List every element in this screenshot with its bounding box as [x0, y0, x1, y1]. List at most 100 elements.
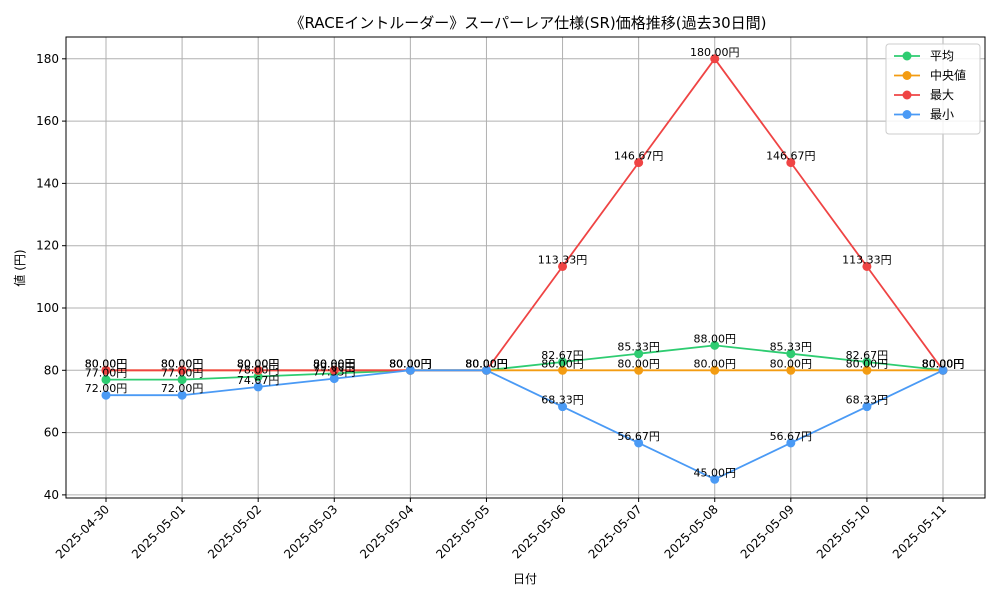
data-label: 80.00円: [465, 357, 508, 370]
data-point: [101, 365, 111, 375]
data-labels: 77.00円 77.00円 78.00円 79.00円 80.00円 80.00円82.6…: [85, 46, 965, 480]
data-point: [634, 438, 644, 448]
data-point: [862, 402, 872, 412]
data-label: 80.00円: [465, 357, 508, 370]
data-label: 80.00円: [541, 357, 584, 370]
y-tick-label: 100: [36, 301, 59, 315]
data-label: 77.33円: [313, 366, 356, 379]
data-label: 80.00円: [237, 357, 280, 370]
x-tick-label: 2025-05-04: [357, 502, 416, 561]
data-label: 74.67円: [237, 374, 280, 387]
data-point: [710, 474, 720, 484]
data-label: 85.33円: [770, 341, 813, 354]
data-point: [786, 365, 796, 375]
legend-marker: [902, 90, 912, 100]
x-tick-label: 2025-05-01: [129, 502, 188, 561]
data-point: [786, 438, 796, 448]
data-label: 80.00円: [389, 357, 432, 370]
data-label: 82.67円: [846, 349, 889, 362]
legend-label: 中央値: [930, 68, 966, 83]
x-tick-label: 2025-05-11: [890, 502, 949, 561]
data-point: [634, 349, 644, 359]
data-point: [253, 372, 263, 382]
data-label: 80.00円: [85, 357, 128, 370]
data-label: 68.33円: [846, 394, 889, 407]
data-point: [253, 365, 263, 375]
data-label: 80.00円: [161, 357, 204, 370]
legend-label: 平均: [930, 49, 954, 63]
series-line-2: [106, 57, 944, 372]
data-point: [558, 402, 568, 412]
data-label: 80.00円: [389, 357, 432, 370]
data-label: 80.00円: [161, 357, 204, 370]
data-label: 79.00円: [313, 360, 356, 373]
data-label: 180.00円: [690, 46, 740, 59]
y-tick-label: 60: [44, 426, 59, 440]
chart-title: 《RACEイントルーダー》スーパーレア仕様(SR)価格推移(過去30日間): [289, 14, 766, 32]
data-label: 80.00円: [85, 357, 128, 370]
axes: 2025-04-30 2025-05-01 2025-05-02 2025-05-03…: [36, 52, 949, 562]
x-tick-label: 2025-05-07: [586, 502, 645, 561]
legend-marker: [902, 51, 912, 61]
data-label: 80.00円: [922, 357, 965, 370]
legend-marker: [902, 71, 912, 80]
data-label: 146.67円: [766, 150, 816, 163]
y-tick-label: 140: [36, 176, 59, 190]
data-label: 80.00円: [617, 357, 660, 370]
data-label: 56.67円: [770, 430, 813, 443]
data-point: [558, 357, 568, 367]
data-point: [329, 365, 339, 375]
data-label: 113.33円: [842, 253, 892, 266]
data-label: 77.00円: [161, 367, 204, 380]
data-point: [710, 365, 720, 375]
series-line-0: [106, 344, 944, 381]
data-point: [405, 365, 415, 375]
y-tick-label: 80: [44, 363, 59, 377]
y-tick-label: 180: [36, 52, 59, 66]
data-label: 88.00円: [693, 332, 736, 345]
data-point: [862, 357, 872, 367]
data-label: 72.00円: [161, 382, 204, 395]
data-point: [177, 365, 187, 375]
data-point: [786, 349, 796, 359]
data-label: 80.00円: [922, 357, 965, 370]
x-axis-title: 日付: [513, 572, 537, 586]
data-label: 82.67円: [541, 349, 584, 362]
data-point: [710, 54, 720, 64]
y-tick-label: 160: [36, 114, 59, 128]
data-label: 80.00円: [313, 357, 356, 370]
data-point: [938, 365, 948, 375]
data-point: [329, 374, 339, 384]
data-point: [481, 365, 491, 375]
data-label: 113.33円: [538, 253, 588, 266]
x-tick-label: 2025-05-08: [662, 502, 721, 561]
x-tick-label: 2025-05-10: [814, 502, 873, 561]
data-label: 80.00円: [846, 357, 889, 370]
data-label: 68.33円: [541, 394, 584, 407]
data-point: [177, 390, 187, 400]
data-point: [862, 365, 872, 375]
x-tick-label: 2025-05-06: [509, 502, 568, 561]
data-point: [862, 261, 872, 271]
data-point: [558, 261, 568, 271]
x-tick-label: 2025-04-30: [53, 502, 112, 561]
data-point: [101, 375, 111, 385]
x-tick-label: 2025-05-02: [205, 502, 264, 561]
data-label: 80.00円: [313, 357, 356, 370]
data-label: 78.00円: [237, 364, 280, 377]
data-point: [558, 365, 568, 375]
legend-label: 最大: [930, 88, 954, 102]
grid-lines: [66, 37, 985, 498]
data-label: 80.00円: [389, 357, 432, 370]
data-label: 80.00円: [693, 357, 736, 370]
data-point: [177, 375, 187, 385]
data-point: [101, 390, 111, 400]
data-label: 146.67円: [614, 150, 664, 163]
data-label: 56.67円: [617, 430, 660, 443]
y-axis-title: 値 (円): [12, 249, 27, 286]
series-line-3: [106, 369, 944, 481]
data-label: 80.00円: [237, 357, 280, 370]
y-tick-label: 40: [44, 488, 59, 502]
